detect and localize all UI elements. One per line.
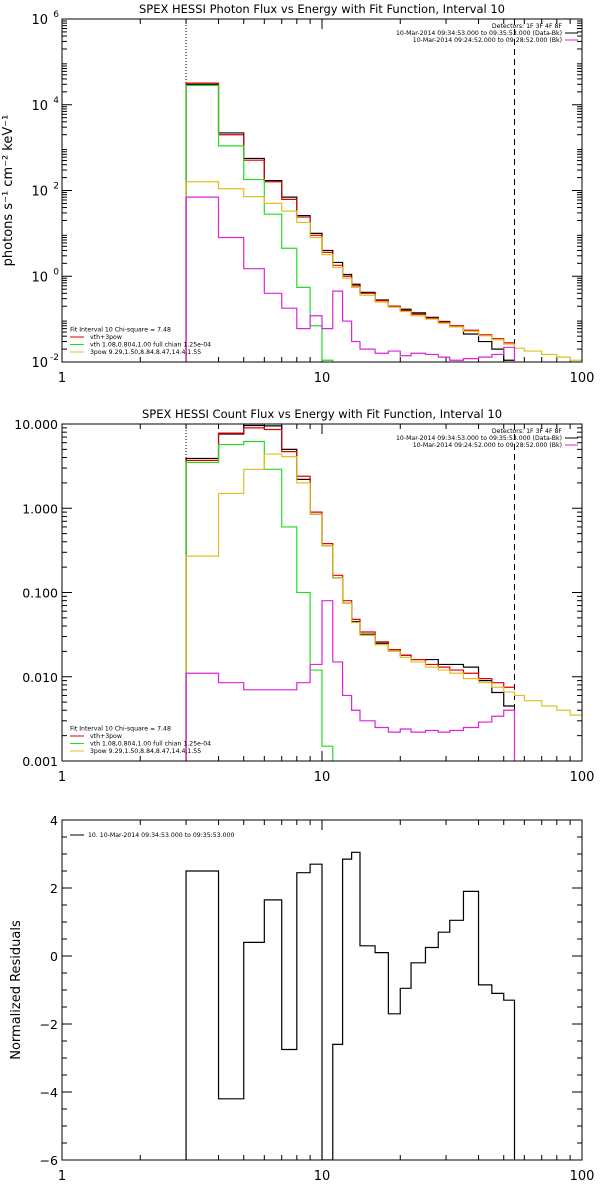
y-axis-label: Normalized Residuals: [9, 920, 24, 1060]
series-group: [185, 851, 516, 1160]
y-tick-label-exponent: 2: [53, 182, 59, 192]
y-tick-label-base: 10: [31, 185, 48, 200]
chart-title: SPEX HESSI Photon Flux vs Energy with Fi…: [139, 2, 505, 16]
y-tick-label-exponent: 4: [53, 96, 59, 106]
series-group: [185, 424, 582, 761]
x-tick-label: 1: [58, 1169, 66, 1184]
series-line-1: [185, 83, 515, 362]
y-tick-label: 2: [50, 881, 58, 896]
y-tick-label: 10.000: [14, 417, 58, 432]
y-tick-label: 1.000: [22, 501, 58, 516]
x-tick-label: 10: [314, 770, 331, 785]
x-tick-label: 10: [314, 371, 331, 386]
y-tick-label: 4: [50, 813, 58, 828]
series-line-4: [185, 181, 582, 362]
legend-entry: vth 1.08,0.804,1.00 full chian 1.25e-04: [90, 342, 211, 349]
y-ticks: 0.001 0.010 0.100 1.000 10.000: [14, 417, 582, 769]
y-tick-label: −2: [40, 1017, 58, 1032]
legend-bottom-left: Fit Interval 10 Chi-square = 7.48vth+3po…: [70, 327, 211, 356]
legend-entry: 3pow 9.29,1.50,8.84,8.47,14.4,1.55: [90, 748, 201, 755]
series-line-3: [185, 440, 334, 761]
legend-entry: 10-Mar-2014 09:24:52.000 to 09:28:52.000…: [413, 442, 562, 449]
panel-2: SPEX HESSI Count Flux vs Energy with Fit…: [14, 407, 594, 785]
series-line-1: [185, 851, 516, 1160]
series-line-5: [185, 600, 516, 761]
legend-entry: vth 1.08,0.804,1.00 full chian 1.25e-04: [90, 741, 211, 748]
y-tick-label: 0.100: [22, 586, 58, 601]
y-tick-label-exponent: 6: [53, 10, 59, 20]
x-tick-label: 10: [314, 1169, 331, 1184]
chart-title: SPEX HESSI Count Flux vs Energy with Fit…: [142, 407, 502, 421]
y-tick-label-base: 10: [31, 99, 48, 114]
x-tick-label: 1: [58, 371, 66, 386]
legend-entry: vth+3pow: [90, 334, 122, 341]
series-line-5: [185, 196, 516, 362]
legend-entry: Fit Interval 10 Chi-square = 7.48: [70, 726, 171, 733]
y-tick-label-base: 10: [31, 13, 48, 28]
series-line-4: [185, 453, 582, 761]
legend-entry: 3pow 9.29,1.50,8.84,8.47,14.4,1.55: [90, 349, 201, 356]
legend-entry: 10. 10-Mar-2014 09:34:53.000 to 09:35:53…: [88, 832, 234, 839]
series-line-1: [185, 424, 515, 761]
series-line-3: [185, 84, 334, 362]
y-tick-label: 0: [50, 949, 58, 964]
legend-entry: 10-Mar-2014 09:34:53.000 to 09:35:53.000…: [396, 30, 562, 37]
x-tick-label: 1: [58, 770, 66, 785]
series-group: [185, 82, 582, 362]
plot-frame: [61, 18, 583, 363]
legend-entry: Fit Interval 10 Chi-square = 7.48: [70, 327, 171, 334]
y-tick-label-base: 10: [31, 356, 48, 371]
plot-frame: [61, 819, 583, 1161]
panel-3: Normalized Residuals 1 10 100 −6 −4 −2 0 2 4 10. 1…: [9, 813, 594, 1184]
y-tick-label-exponent: -2: [50, 353, 59, 363]
x-tick-label: 100: [570, 770, 595, 785]
legend-entry: 10-Mar-2014 09:34:53.000 to 09:35:53.000…: [396, 435, 562, 442]
legend-entry: 10-Mar-2014 09:24:52.000 to 09:28:52.000…: [413, 37, 562, 44]
y-tick-label-exponent: 0: [53, 267, 59, 277]
y-tick-label-base: 10: [31, 270, 48, 285]
legend-top-left: 10. 10-Mar-2014 09:34:53.000 to 09:35:53…: [70, 832, 234, 839]
plot-frame: [61, 423, 583, 762]
legend-entry: vth+3pow: [90, 733, 122, 740]
y-tick-label: 0.010: [22, 670, 58, 685]
y-tick-label: −6: [40, 1153, 58, 1168]
y-tick-label: 0.001: [22, 754, 58, 769]
y-tick-label: −4: [40, 1085, 58, 1100]
y-ticks: −6 −4 −2 0 2 4: [40, 813, 582, 1168]
x-tick-label: 100: [570, 371, 595, 386]
y-axis-label: photons s⁻¹ cm⁻² keV⁻¹: [1, 115, 16, 267]
series-line-2: [185, 82, 515, 362]
legend-entry: Detectors: 1F 3F 4F 8F: [492, 428, 563, 435]
legend-bottom-left: Fit Interval 10 Chi-square = 7.48vth+3po…: [70, 726, 211, 755]
legend-entry: Detectors: 1F 3F 4F 8F: [492, 23, 563, 30]
series-line-2: [185, 427, 515, 761]
panel-1: SPEX HESSI Photon Flux vs Energy with Fi…: [1, 2, 594, 386]
x-tick-label: 100: [570, 1169, 595, 1184]
